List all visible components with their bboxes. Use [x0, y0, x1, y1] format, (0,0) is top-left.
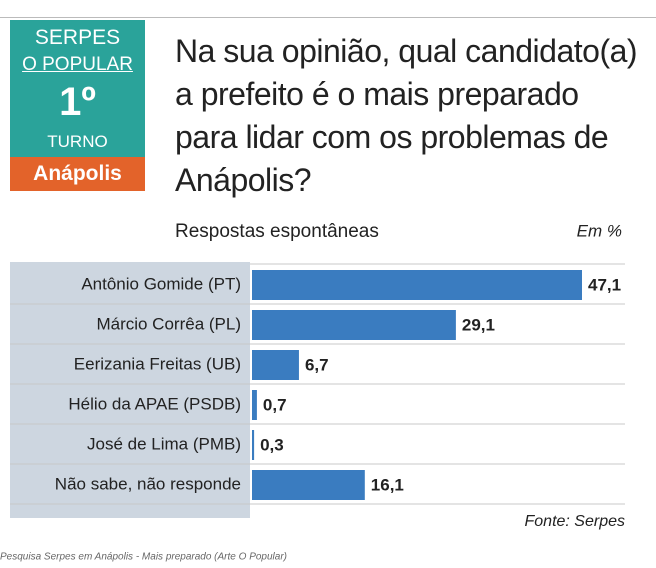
label-panel [10, 262, 250, 518]
bar [252, 430, 255, 460]
value-label: 16,1 [371, 475, 404, 494]
value-label: 0,7 [263, 395, 287, 414]
badge-round: 1º [59, 80, 96, 124]
caption: Pesquisa Serpes em Anápolis - Mais prepa… [0, 552, 287, 563]
category-label: Não sabe, não responde [55, 474, 241, 493]
category-label: José de Lima (PMB) [87, 434, 241, 453]
bar [252, 350, 299, 380]
category-label: Hélio da APAE (PSDB) [68, 394, 241, 413]
value-label: 29,1 [462, 315, 495, 334]
unit-label: Em % [577, 221, 622, 240]
chart-title: Na sua opinião, qual candidato(a) a pref… [175, 33, 638, 198]
chart-subtitle: Respostas espontâneas [175, 221, 379, 242]
category-label: Antônio Gomide (PT) [81, 274, 241, 293]
top-rule [0, 17, 656, 18]
category-label: Márcio Corrêa (PL) [96, 314, 241, 333]
bar [252, 390, 257, 420]
badge-line: TURNO [47, 132, 108, 151]
bar [252, 310, 456, 340]
badge-city: Anápolis [10, 157, 145, 191]
bar [252, 270, 582, 300]
source: Fonte: Serpes [525, 513, 626, 530]
value-label: 47,1 [588, 275, 621, 294]
bar [252, 470, 365, 500]
badge: SERPES O POPULAR 1º TURNO [10, 20, 145, 157]
value-label: 6,7 [305, 355, 329, 374]
badge-line: SERPES [34, 26, 121, 49]
badge-line: O POPULAR [22, 54, 133, 75]
value-label: 0,3 [260, 435, 284, 454]
category-label: Eerizania Freitas (UB) [74, 354, 241, 373]
